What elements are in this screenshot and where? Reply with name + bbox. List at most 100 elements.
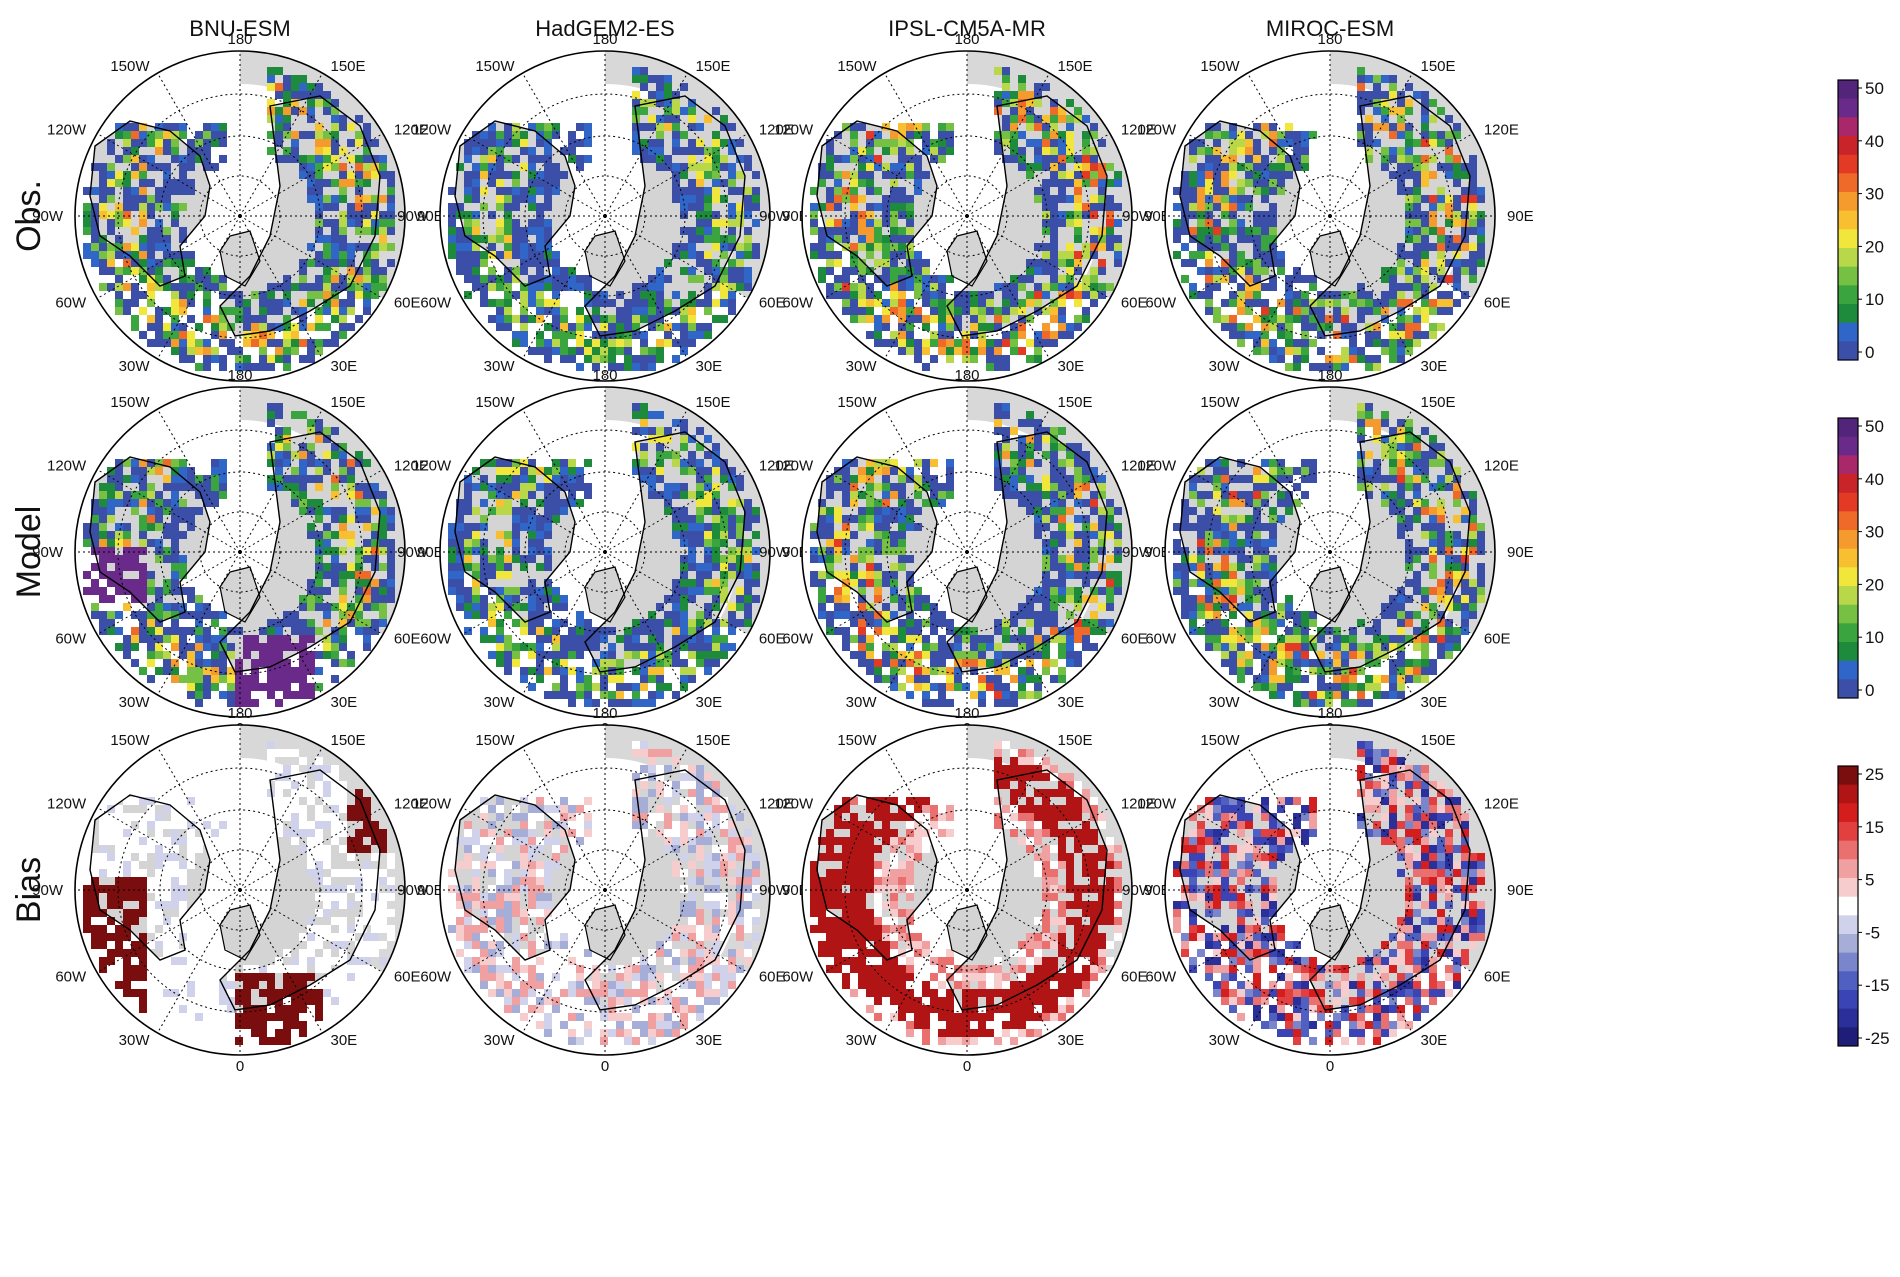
grid-cell	[211, 475, 219, 483]
grid-cell	[1413, 163, 1421, 171]
grid-cell	[1405, 131, 1413, 139]
grid-cell	[1229, 275, 1237, 283]
grid-cell	[1042, 195, 1050, 203]
grid-cell	[1090, 235, 1098, 243]
grid-cell	[107, 595, 115, 603]
grid-cell	[882, 235, 890, 243]
grid-cell	[147, 315, 155, 323]
grid-cell	[560, 483, 568, 491]
grid-cell	[1050, 339, 1058, 347]
grid-cell	[1413, 91, 1421, 99]
grid-cell	[339, 243, 347, 251]
grid-cell	[914, 651, 922, 659]
grid-cell	[107, 515, 115, 523]
grid-cell	[680, 163, 688, 171]
grid-cell	[576, 611, 584, 619]
grid-cell	[946, 355, 954, 363]
grid-cell	[1090, 499, 1098, 507]
grid-cell	[640, 339, 648, 347]
lon-label: 150W	[837, 394, 877, 411]
grid-cell	[1018, 283, 1026, 291]
grid-cell	[1237, 163, 1245, 171]
grid-cell	[1221, 299, 1229, 307]
lon-label: 90E	[1507, 208, 1534, 225]
grid-cell	[712, 579, 720, 587]
grid-cell	[986, 683, 994, 691]
grid-cell	[379, 267, 387, 275]
grid-cell	[163, 627, 171, 635]
grid-cell	[568, 267, 576, 275]
grid-cell	[656, 291, 664, 299]
grid-cell	[323, 467, 331, 475]
grid-cell	[387, 259, 395, 267]
grid-cell	[1010, 275, 1018, 283]
grid-cell	[914, 675, 922, 683]
grid-cell	[930, 667, 938, 675]
grid-cell	[1197, 163, 1205, 171]
grid-cell	[464, 627, 472, 635]
grid-cell	[1365, 307, 1373, 315]
grid-cell	[331, 131, 339, 139]
grid-cell	[890, 579, 898, 587]
grid-cell	[906, 123, 914, 131]
grid-cell	[1405, 443, 1413, 451]
grid-cell	[1389, 499, 1397, 507]
grid-cell	[520, 267, 528, 275]
grid-cell	[536, 283, 544, 291]
grid-cell	[323, 203, 331, 211]
grid-cell	[251, 675, 259, 683]
grid-cell	[1349, 339, 1357, 347]
grid-cell	[1397, 459, 1405, 467]
grid-cell	[608, 627, 616, 635]
grid-cell	[99, 539, 107, 547]
grid-cell	[1421, 299, 1429, 307]
grid-cell	[512, 331, 520, 339]
grid-cell	[379, 163, 387, 171]
grid-cell	[560, 171, 568, 179]
grid-cell	[504, 507, 512, 515]
grid-cell	[219, 651, 227, 659]
grid-cell	[1050, 147, 1058, 155]
grid-cell	[1229, 499, 1237, 507]
grid-cell	[1229, 523, 1237, 531]
grid-cell	[363, 219, 371, 227]
grid-cell	[1405, 187, 1413, 195]
grid-cell	[528, 683, 536, 691]
grid-cell	[576, 499, 584, 507]
grid-cell	[986, 299, 994, 307]
grid-cell	[339, 259, 347, 267]
grid-cell	[219, 363, 227, 371]
grid-cell	[874, 155, 882, 163]
grid-cell	[91, 219, 99, 227]
grid-cell	[171, 619, 179, 627]
grid-cell	[171, 563, 179, 571]
grid-cell	[914, 667, 922, 675]
grid-cell	[1477, 259, 1485, 267]
grid-cell	[472, 603, 480, 611]
grid-cell	[946, 339, 954, 347]
grid-cell	[323, 427, 331, 435]
grid-cell	[922, 691, 930, 699]
grid-cell	[1253, 171, 1261, 179]
grid-cell	[496, 475, 504, 483]
grid-cell	[1309, 275, 1317, 283]
grid-cell	[331, 123, 339, 131]
grid-cell	[1034, 123, 1042, 131]
grid-cell	[898, 187, 906, 195]
grid-cell	[680, 555, 688, 563]
grid-cell	[704, 579, 712, 587]
grid-cell	[568, 275, 576, 283]
grid-cell	[275, 683, 283, 691]
grid-cell	[914, 259, 922, 267]
grid-cell	[1058, 115, 1066, 123]
grid-cell	[1050, 563, 1058, 571]
grid-cell	[504, 475, 512, 483]
grid-cell	[187, 339, 195, 347]
grid-cell	[363, 491, 371, 499]
grid-cell	[1285, 347, 1293, 355]
grid-cell	[842, 547, 850, 555]
grid-cell	[1245, 235, 1253, 243]
grid-cell	[850, 307, 858, 315]
grid-cell	[480, 259, 488, 267]
grid-cell	[842, 571, 850, 579]
